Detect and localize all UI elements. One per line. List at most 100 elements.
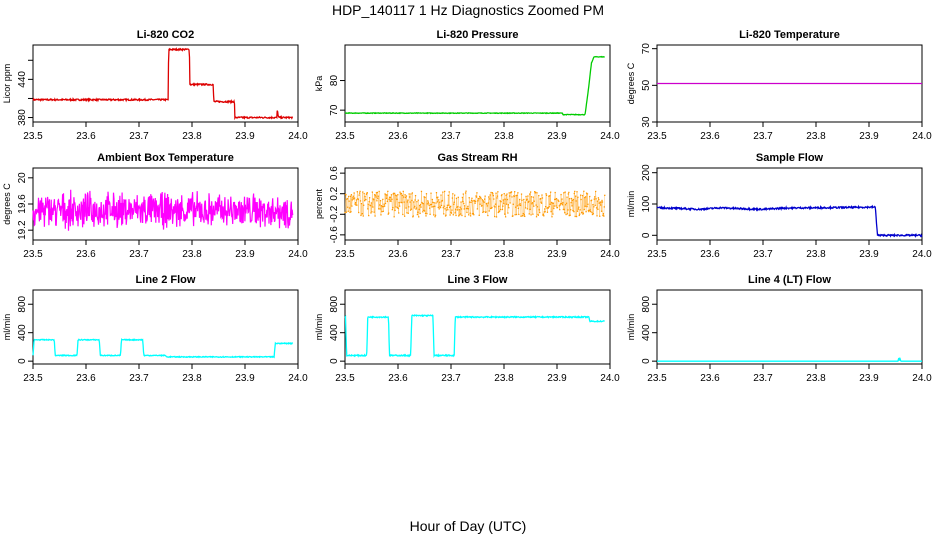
x-tick-label: 23.6 [700, 249, 720, 260]
y-axis-label: percent [314, 188, 324, 219]
data-point [461, 214, 463, 217]
data-point [456, 209, 459, 211]
data-point [573, 210, 575, 213]
data-point [548, 206, 550, 208]
data-point [591, 213, 594, 216]
data-point [577, 208, 580, 210]
data-point [529, 208, 531, 211]
data-point [552, 213, 554, 215]
data-point [378, 208, 380, 210]
y-tick-label: 19.2 [17, 220, 28, 240]
x-tick-label: 23.7 [753, 249, 773, 260]
data-point [437, 206, 439, 209]
data-point [443, 213, 445, 215]
data-point [367, 208, 369, 210]
data-point [564, 212, 566, 214]
data-point [551, 216, 553, 218]
panel-6: Sample Flow ml/min 23.5 23.6 23.7 23.8 23.9 24.… [626, 152, 932, 260]
x-tick-label: 24.0 [288, 373, 308, 384]
y-axis-label: ml/min [626, 314, 636, 341]
x-tick-label: 23.6 [700, 131, 720, 142]
data-point [403, 215, 406, 217]
data-point [459, 214, 461, 216]
x-tick-label: 24.0 [288, 131, 308, 142]
data-point [539, 211, 541, 214]
data-point [582, 213, 584, 215]
data-point [350, 211, 352, 213]
data-point [360, 214, 362, 217]
data-point [447, 209, 449, 211]
x-tick-label: 23.6 [388, 249, 408, 260]
data-point [373, 211, 375, 213]
data-point [436, 201, 439, 203]
panel-title: Line 3 Flow [448, 274, 508, 286]
data-point [520, 215, 522, 217]
x-tick-label: 24.0 [600, 249, 620, 260]
series-line [32, 189, 294, 231]
panel-title: Li-820 Pressure [437, 29, 519, 41]
data-point [358, 211, 360, 214]
x-tick-label: 23.5 [23, 249, 43, 260]
y-tick-label: 0 [329, 358, 340, 364]
x-tick-label: 23.9 [859, 249, 879, 260]
data-point [379, 208, 381, 210]
data-point [459, 213, 462, 215]
data-point [590, 210, 592, 213]
data-point [565, 213, 567, 216]
x-tick-label: 23.9 [547, 249, 567, 260]
data-point [533, 205, 535, 207]
x-tick-label: 24.0 [912, 373, 932, 384]
x-tick-label: 23.7 [129, 249, 149, 260]
data-point [599, 215, 601, 217]
x-tick-label: 23.5 [647, 249, 667, 260]
panel-2: Li-820 Pressure kPa 23.5 23.6 23.7 23.8 23.9 24… [314, 29, 620, 142]
data-point [395, 206, 397, 208]
x-tick-label: 23.5 [335, 249, 355, 260]
data-point [499, 208, 502, 211]
figure-title: HDP_140117 1 Hz Diagnostics Zoomed PM [331, 2, 605, 18]
x-tick-label: 23.9 [547, 131, 567, 142]
data-point [584, 205, 586, 207]
x-tick-label: 23.5 [23, 373, 43, 384]
y-tick-label: 70 [329, 104, 340, 116]
data-point [575, 215, 578, 218]
data-point [351, 205, 353, 207]
data-point [463, 208, 465, 210]
data-point [489, 207, 492, 210]
series-line [32, 47, 294, 121]
data-point [405, 207, 407, 209]
y-tick-label: 380 [17, 109, 28, 126]
panel-9: Line 4 (LT) Flow ml/min 23.5 23.6 23.7 23.8 23… [626, 274, 932, 384]
x-tick-label: 23.9 [235, 131, 255, 142]
y-tick-label: -0.6 [329, 226, 340, 244]
data-point [380, 214, 382, 216]
y-tick-label: 19.6 [17, 194, 28, 214]
data-point [455, 214, 457, 217]
data-point [389, 200, 391, 202]
panel-8: Line 3 Flow ml/min 23.5 23.6 23.7 23.8 23.9 24.… [314, 274, 620, 384]
data-point [344, 211, 346, 214]
x-tick-label: 24.0 [912, 131, 932, 142]
y-tick-label: 800 [329, 295, 340, 312]
data-point [503, 202, 505, 205]
data-point [468, 214, 470, 216]
y-tick-label: 50 [641, 79, 652, 91]
data-point [576, 210, 579, 212]
y-axis-label: degrees C [626, 62, 636, 104]
data-point [400, 201, 402, 204]
data-point [515, 213, 518, 216]
x-tick-label: 23.7 [441, 373, 461, 384]
data-point [376, 200, 378, 202]
data-point [398, 205, 401, 207]
y-axis-label: ml/min [314, 314, 324, 341]
data-point [452, 214, 454, 216]
y-tick-label: 400 [329, 324, 340, 341]
data-point [425, 215, 427, 217]
panel-5: Gas Stream RH percent 23.5 23.6 23.7 23.8 23.9… [314, 152, 620, 260]
x-tick-label: 23.5 [335, 373, 355, 384]
data-point [574, 215, 576, 218]
data-point [544, 211, 546, 213]
plot-frame [32, 289, 299, 365]
data-point [370, 212, 372, 214]
data-point [571, 205, 573, 207]
